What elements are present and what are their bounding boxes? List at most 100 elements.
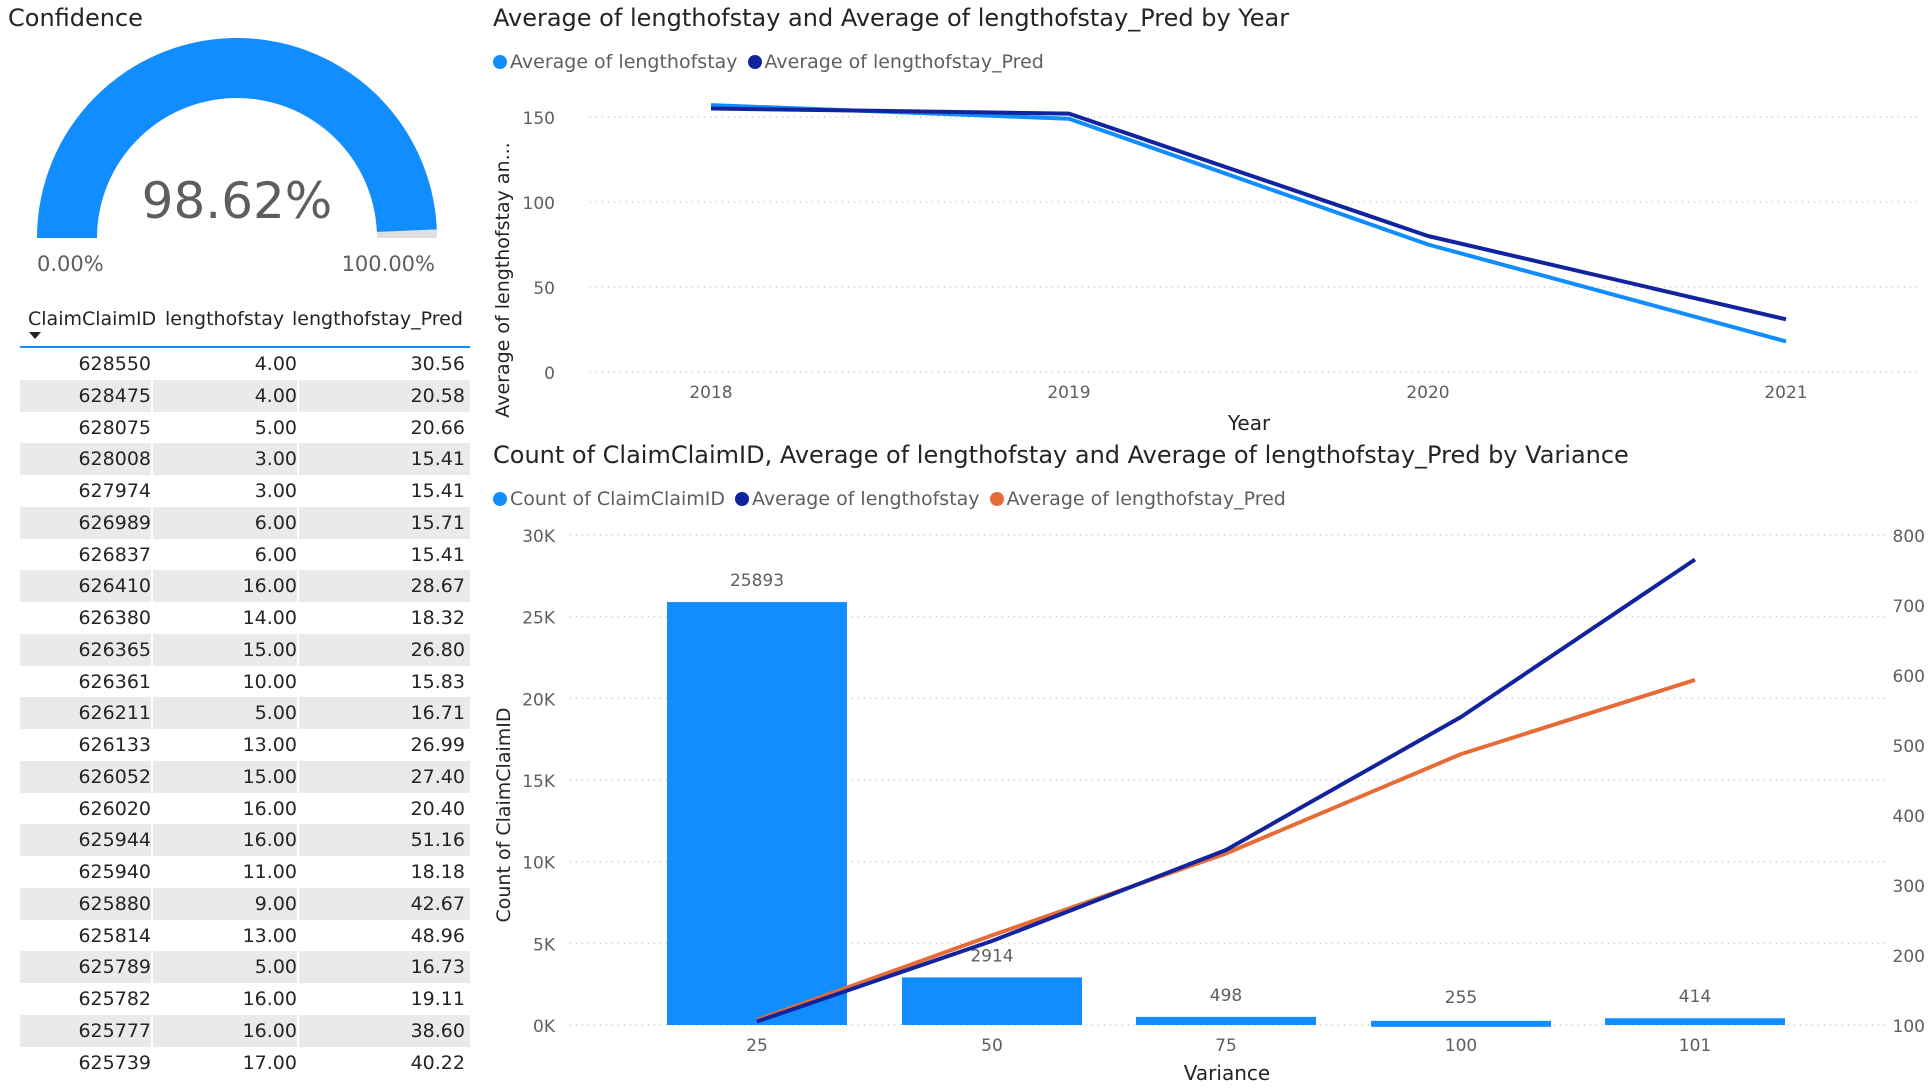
year-chart-x-ticks: 2018 2019 2020 2021 <box>689 383 1807 403</box>
table-cell: 15.41 <box>410 543 465 566</box>
table-cell: 625777 <box>78 1019 151 1042</box>
table-row[interactable]: 625940 11.00 18.18 <box>20 856 470 888</box>
column-header-claimclaimid[interactable]: ClaimClaimID <box>28 308 157 330</box>
table-cell: 625944 <box>78 829 151 852</box>
table-cell: 625814 <box>78 924 151 947</box>
table-row[interactable]: 628075 5.00 20.66 <box>20 411 470 444</box>
year-chart-series <box>710 103 1787 344</box>
column-separator <box>297 760 299 793</box>
y2-tick-label: 500 <box>1893 737 1925 757</box>
y2-tick-label: 400 <box>1893 807 1925 827</box>
table-cell: 16.00 <box>242 829 297 852</box>
table-cell: 5.00 <box>254 702 297 725</box>
y2-tick-label: 300 <box>1893 877 1925 897</box>
series-line-0[interactable] <box>710 103 1787 344</box>
column-header-lengthofstay[interactable]: lengthofstay <box>165 308 285 330</box>
table-row[interactable]: 626989 6.00 15.71 <box>20 506 470 539</box>
table-row[interactable]: 625814 13.00 48.96 <box>20 919 470 952</box>
claims-table[interactable]: ClaimClaimID lengthofstay lengthofstay_P… <box>20 300 470 1079</box>
table-row[interactable]: 628008 3.00 15.41 <box>20 443 470 475</box>
table-cell: 26.80 <box>410 638 465 661</box>
table-cell: 5.00 <box>254 416 297 439</box>
year-line-chart[interactable]: 0 50 100 150 2018 2019 2020 2021 Year Average … <box>490 80 1930 440</box>
table-row[interactable]: 626837 6.00 15.41 <box>20 538 470 571</box>
y-tick-label: 30K <box>522 527 556 547</box>
variance-chart-title: Count of ClaimClaimID, Average of length… <box>493 441 1629 469</box>
column-separator <box>297 411 299 444</box>
y2-tick-label: 100 <box>1893 1017 1925 1037</box>
column-separator <box>151 1046 153 1079</box>
column-separator <box>151 570 153 602</box>
variance-chart-y2-ticks: 100 200 300 400 500 600 700 800 <box>1893 527 1925 1037</box>
table-cell: 625739 <box>78 1051 151 1074</box>
table-cell: 17.00 <box>242 1051 297 1074</box>
x-tick-label: 2020 <box>1406 383 1449 403</box>
table-cell: 20.58 <box>410 384 465 407</box>
legend-item-count[interactable]: Count of ClaimClaimID <box>493 488 725 510</box>
column-separator <box>297 348 299 380</box>
table-row[interactable]: 626380 14.00 18.32 <box>20 602 470 634</box>
gauge-title: Confidence <box>8 4 143 32</box>
table-cell: 11.00 <box>242 861 297 883</box>
bar[interactable] <box>667 602 847 1025</box>
table-cell: 626410 <box>78 575 151 598</box>
bar[interactable] <box>902 977 1082 1025</box>
table-row[interactable]: 626365 15.00 26.80 <box>20 633 470 666</box>
table-cell: 18.32 <box>410 607 465 629</box>
column-separator <box>151 824 153 856</box>
legend-item-lengthofstay-pred[interactable]: Average of lengthofstay_Pred <box>747 51 1044 73</box>
table-row[interactable]: 625944 16.00 51.16 <box>20 824 470 856</box>
table-row[interactable]: 626211 5.00 16.71 <box>20 697 470 729</box>
variance-chart-legend: Count of ClaimClaimID Average of lengtho… <box>493 488 1296 510</box>
legend-dot-icon <box>735 492 750 506</box>
column-separator <box>297 729 299 761</box>
legend-item-avg-lengthofstay-pred[interactable]: Average of lengthofstay_Pred <box>989 488 1286 510</box>
table-row[interactable]: 626020 16.00 20.40 <box>20 792 470 825</box>
table-row[interactable]: 628550 4.00 30.56 <box>20 348 470 380</box>
sort-descending-icon[interactable] <box>29 332 41 339</box>
y-tick-label: 0K <box>533 1017 556 1037</box>
y-tick-label: 150 <box>523 109 555 129</box>
column-separator <box>297 633 299 666</box>
bar[interactable] <box>1371 1020 1551 1027</box>
legend-item-avg-lengthofstay[interactable]: Average of lengthofstay <box>735 488 980 510</box>
table-cell: 625789 <box>78 956 151 979</box>
table-row[interactable]: 626361 10.00 15.83 <box>20 665 470 698</box>
table-cell: 48.96 <box>410 924 465 947</box>
table-row[interactable]: 626052 15.00 27.40 <box>20 760 470 793</box>
variance-chart-x-ticks: 25 50 75 100 101 <box>746 1036 1711 1056</box>
legend-item-lengthofstay[interactable]: Average of lengthofstay <box>493 51 738 73</box>
bar[interactable] <box>1136 1016 1316 1025</box>
confidence-gauge[interactable]: 98.62% 0.00% 100.00% <box>0 0 480 290</box>
table-row[interactable]: 625880 9.00 42.67 <box>20 887 470 920</box>
column-separator <box>297 792 299 825</box>
table-row[interactable]: 627974 3.00 15.41 <box>20 475 470 507</box>
series-line-1[interactable] <box>710 106 1787 322</box>
table-cell: 27.40 <box>410 765 465 788</box>
table-row[interactable]: 625782 16.00 19.11 <box>20 983 470 1015</box>
table-row[interactable]: 625739 17.00 40.22 <box>20 1046 470 1079</box>
series-line-1[interactable] <box>756 557 1697 1024</box>
column-header-lengthofstay-pred[interactable]: lengthofstay_Pred <box>292 308 463 330</box>
column-separator <box>151 697 153 729</box>
column-separator <box>151 729 153 761</box>
column-separator <box>297 475 299 507</box>
table-row[interactable]: 628475 4.00 20.58 <box>20 379 470 412</box>
table-row[interactable]: 625777 16.00 38.60 <box>20 1014 470 1047</box>
table-row[interactable]: 626133 13.00 26.99 <box>20 729 470 761</box>
table-cell: 626837 <box>78 543 151 566</box>
table-row[interactable]: 626410 16.00 28.67 <box>20 570 470 602</box>
column-separator <box>297 856 299 888</box>
y2-tick-label: 600 <box>1893 667 1925 687</box>
table-body: 628550 4.00 30.56 628475 4.00 20.58 628075 5.00… <box>20 348 470 1079</box>
x-tick-label: 50 <box>981 1036 1003 1056</box>
series-line-0[interactable] <box>756 677 1696 1022</box>
bar-data-label: 2914 <box>970 946 1013 966</box>
column-separator <box>297 570 299 602</box>
table-cell: 628550 <box>78 353 151 375</box>
table-cell: 628075 <box>78 416 151 439</box>
year-chart-x-axis-title: Year <box>1227 411 1271 435</box>
bar[interactable] <box>1605 1018 1785 1025</box>
variance-combo-chart[interactable]: 0K 5K 10K 15K 20K 25K 30K 100 200 300 400 500 600 70… <box>490 520 1930 1090</box>
table-row[interactable]: 625789 5.00 16.73 <box>20 951 470 983</box>
